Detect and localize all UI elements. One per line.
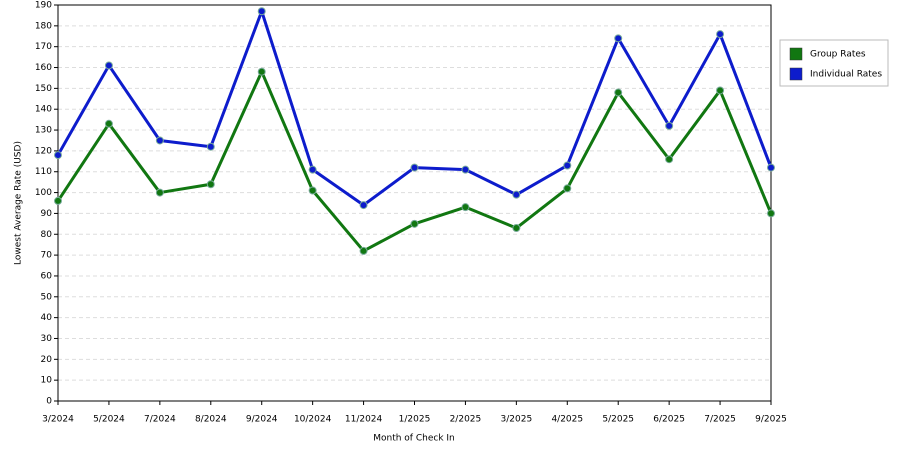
- data-point: [206, 142, 215, 151]
- data-point: [257, 67, 266, 76]
- y-tick-label: 20: [41, 355, 53, 365]
- x-tick-label: 2/2025: [450, 415, 482, 425]
- data-point: [512, 224, 521, 233]
- x-tick-label: 10/2024: [294, 415, 332, 425]
- data-point: [563, 161, 572, 170]
- legend-label: Group Rates: [810, 50, 866, 60]
- y-tick-label: 70: [41, 251, 53, 261]
- data-point: [512, 190, 521, 199]
- data-point: [104, 61, 113, 70]
- data-point: [308, 165, 317, 174]
- data-point: [359, 246, 368, 255]
- x-tick-label: 6/2025: [653, 415, 685, 425]
- x-axis-label: Month of Check In: [373, 434, 455, 444]
- x-tick-label: 1/2025: [399, 415, 431, 425]
- y-tick-label: 150: [35, 84, 52, 94]
- data-point: [665, 121, 674, 130]
- x-tick-label: 3/2024: [42, 415, 74, 425]
- y-tick-label: 90: [41, 209, 53, 219]
- x-tick-label: 7/2024: [144, 415, 176, 425]
- y-tick-label: 180: [35, 21, 52, 31]
- y-tick-label: 30: [41, 334, 53, 344]
- x-tick-label: 7/2025: [704, 415, 736, 425]
- data-point: [359, 201, 368, 210]
- y-tick-label: 0: [46, 397, 52, 407]
- y-tick-label: 80: [41, 230, 53, 240]
- data-point: [767, 163, 775, 172]
- y-tick-label: 120: [35, 146, 52, 156]
- x-tick-label: 11/2024: [345, 415, 383, 425]
- y-tick-label: 130: [35, 126, 52, 136]
- data-point: [257, 7, 266, 16]
- y-tick-label: 170: [35, 42, 52, 52]
- data-point: [54, 196, 62, 205]
- data-point: [614, 88, 623, 97]
- y-tick-label: 140: [35, 105, 52, 115]
- legend-swatch: [789, 67, 803, 81]
- legend-label: Individual Rates: [810, 70, 882, 80]
- x-tick-label: 4/2025: [551, 415, 583, 425]
- y-tick-label: 50: [41, 292, 53, 302]
- x-tick-label: 5/2025: [602, 415, 634, 425]
- y-tick-label: 110: [35, 167, 52, 177]
- data-point: [54, 151, 62, 160]
- data-point: [308, 186, 317, 195]
- legend-swatch: [789, 47, 803, 61]
- data-point: [665, 155, 674, 164]
- data-point: [614, 34, 623, 43]
- x-tick-label: 8/2024: [195, 415, 227, 425]
- y-tick-label: 10: [41, 376, 53, 386]
- x-tick-label: 3/2025: [501, 415, 533, 425]
- data-point: [155, 136, 164, 145]
- data-point: [104, 119, 113, 128]
- y-tick-label: 100: [35, 188, 52, 198]
- data-point: [410, 219, 419, 228]
- x-tick-label: 9/2025: [755, 415, 787, 425]
- x-tick-label: 5/2024: [93, 415, 125, 425]
- data-point: [563, 184, 572, 193]
- data-point: [461, 203, 470, 212]
- y-tick-label: 40: [41, 313, 53, 323]
- y-axis-label: Lowest Average Rate (USD): [14, 141, 24, 265]
- data-point: [461, 165, 470, 174]
- data-point: [155, 188, 164, 197]
- data-point: [716, 86, 725, 95]
- x-tick-label: 9/2024: [246, 415, 278, 425]
- data-point: [410, 163, 419, 172]
- data-point: [716, 30, 725, 39]
- y-tick-label: 160: [35, 63, 52, 73]
- y-tick-label: 60: [41, 271, 53, 281]
- data-point: [767, 209, 775, 218]
- y-tick-label: 190: [35, 1, 52, 11]
- data-point: [206, 180, 215, 189]
